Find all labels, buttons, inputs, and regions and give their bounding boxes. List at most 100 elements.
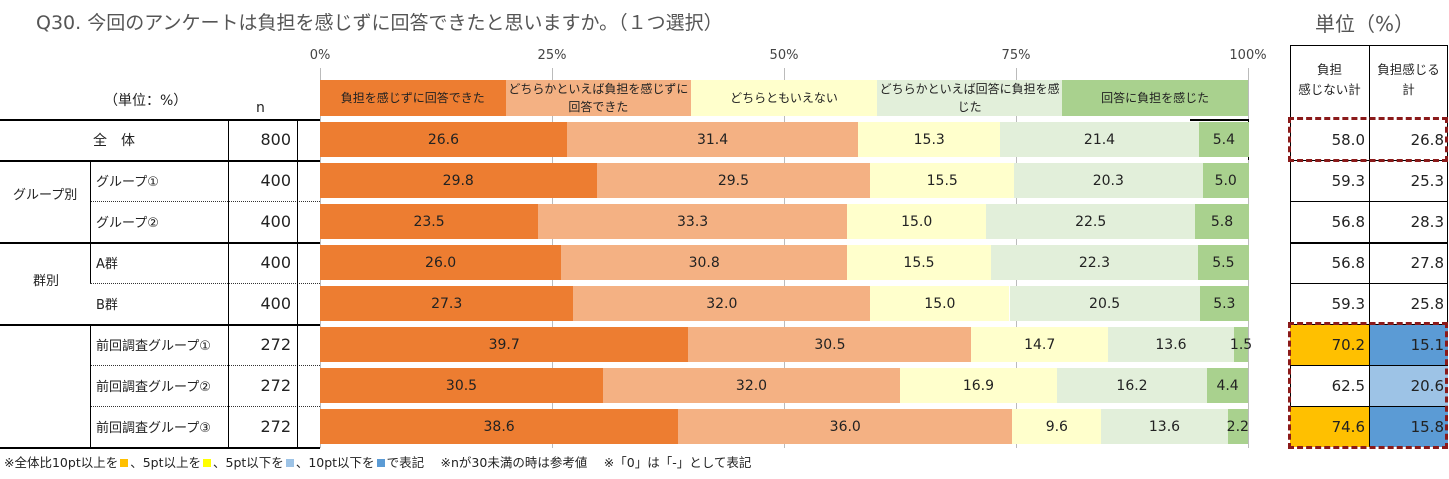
no-burden-total: 56.8 — [1331, 254, 1365, 272]
bar-segment: 15.5 — [847, 245, 991, 280]
row-divider — [1290, 365, 1448, 366]
bar-segment: 15.0 — [847, 204, 987, 239]
row-n: 272 — [260, 417, 291, 436]
bar-segment: 22.3 — [990, 245, 1198, 280]
row-label: グループ① — [96, 175, 159, 190]
bar-segment: 33.3 — [538, 204, 848, 239]
row-divider — [90, 283, 320, 284]
row-divider — [0, 447, 320, 449]
row-divider — [0, 119, 320, 121]
x-tick-label: 0% — [309, 48, 331, 63]
row-n: 400 — [260, 171, 291, 190]
x-tick-label: 100% — [1229, 48, 1267, 63]
bar-segment: 22.5 — [986, 204, 1196, 239]
x-tick-label: 75% — [1001, 48, 1031, 63]
bar-segment: 1.5 — [1230, 327, 1252, 362]
column-divider — [90, 324, 91, 447]
legend-item-1: 負担を感じずに回答できた — [320, 80, 506, 116]
row-divider — [1190, 119, 1248, 121]
row-label: 前回調査グループ③ — [96, 421, 211, 436]
burden-total: 26.8 — [1410, 131, 1444, 149]
column-divider — [228, 119, 229, 447]
row-divider — [90, 201, 320, 202]
bar-segment: 4.4 — [1207, 368, 1248, 403]
bar-segment: 23.5 — [320, 204, 539, 239]
bar-segment: 30.8 — [561, 245, 848, 280]
bar-segment: 30.5 — [688, 327, 972, 362]
bar-segment: 30.5 — [320, 368, 604, 403]
row-divider — [1290, 406, 1448, 407]
row-label: 前回調査グループ① — [96, 339, 211, 354]
column-divider — [90, 160, 91, 283]
highlight-box — [1288, 322, 1448, 449]
row-divider — [90, 406, 320, 407]
bar-segment: 26.6 — [320, 122, 567, 157]
burden-total: 20.6 — [1370, 366, 1448, 406]
burden-total: 15.8 — [1370, 407, 1448, 447]
bar-segment: 26.0 — [320, 245, 562, 280]
legend-item-5: 回答に負担を感じた — [1062, 80, 1248, 116]
no-burden-total: 59.3 — [1331, 172, 1365, 190]
bar-segment: 14.7 — [971, 327, 1108, 362]
bar-segment: 9.6 — [1012, 409, 1102, 444]
row-label: 前回調査グループ② — [96, 380, 211, 395]
footnote-text: 、10pt以下を — [295, 455, 375, 470]
chart-title: Q30. 今回のアンケートは負担を感じずに回答できたと思いますか。（１つ選択） — [36, 12, 723, 34]
bar-segment: 32.0 — [603, 368, 900, 403]
footnote-text: で表記 ※nが30未満の時は参考値 ※「0」は「-」として表記 — [386, 455, 752, 470]
bar-segment: 39.7 — [320, 327, 689, 362]
row-divider — [0, 324, 320, 326]
row-divider — [1290, 201, 1448, 202]
bar-segment: 29.8 — [320, 163, 597, 198]
row-divider — [0, 242, 320, 244]
burden-total: 27.8 — [1410, 254, 1444, 272]
highlight-box — [1288, 117, 1448, 162]
burden-total: 25.8 — [1410, 295, 1444, 313]
row-label: グループ② — [96, 216, 159, 231]
bar-segment: 15.3 — [858, 122, 1001, 157]
bar-segment: 20.5 — [1009, 286, 1200, 321]
header-burden-total: 負担感じる 計 — [1377, 62, 1440, 97]
no-burden-total: 56.8 — [1331, 213, 1365, 231]
no-burden-total: 62.5 — [1331, 377, 1365, 395]
group-label-text: グループ別 — [13, 188, 78, 203]
row-n: 800 — [260, 130, 291, 149]
n-header: n — [256, 100, 265, 116]
row-n: 400 — [260, 294, 291, 313]
no-burden-total: 59.3 — [1331, 295, 1365, 313]
bar-segment: 21.4 — [1000, 122, 1199, 157]
burden-total: 15.1 — [1370, 325, 1448, 365]
footnote-text: ※全体比10pt以上を — [4, 455, 119, 470]
swatch-under5 — [285, 459, 294, 467]
no-burden-total: 70.2 — [1290, 325, 1369, 365]
row-label: B群 — [96, 298, 118, 313]
group-label: 群別 — [33, 274, 60, 289]
row-n: 400 — [260, 253, 291, 272]
bar-segment: 16.2 — [1056, 368, 1208, 403]
swatch-under10 — [376, 459, 385, 467]
bar-segment: 13.6 — [1107, 327, 1235, 362]
bar-segment: 20.3 — [1014, 163, 1203, 198]
row-label: A群 — [96, 257, 118, 272]
bar-segment: 15.0 — [870, 286, 1010, 321]
row-divider — [1290, 324, 1448, 326]
bar-segment: 38.6 — [320, 409, 679, 444]
swatch-over5 — [203, 459, 212, 467]
bar-segment: 32.0 — [573, 286, 871, 321]
no-burden-total: 58.0 — [1331, 131, 1365, 149]
legend-item-2: どちらかといえば負担を感じずに回答できた — [505, 80, 692, 116]
footnote-text: 、5pt以上を — [130, 455, 202, 470]
burden-total: 25.3 — [1410, 172, 1444, 190]
legend-item-3: どちらともいえない — [691, 80, 877, 116]
column-divider — [297, 119, 298, 447]
header-no-burden-total: 負担 感じない計 — [1298, 62, 1361, 97]
bar-segment: 29.5 — [596, 163, 871, 198]
bar-segment: 5.5 — [1197, 245, 1249, 280]
row-n: 272 — [260, 376, 291, 395]
bar-segment: 5.8 — [1195, 204, 1249, 239]
footnote-text: 、5pt以下を — [213, 455, 284, 470]
legend-item-4: どちらかといえば回答に負担を感じた — [876, 80, 1063, 116]
x-tick-label: 50% — [769, 48, 799, 63]
